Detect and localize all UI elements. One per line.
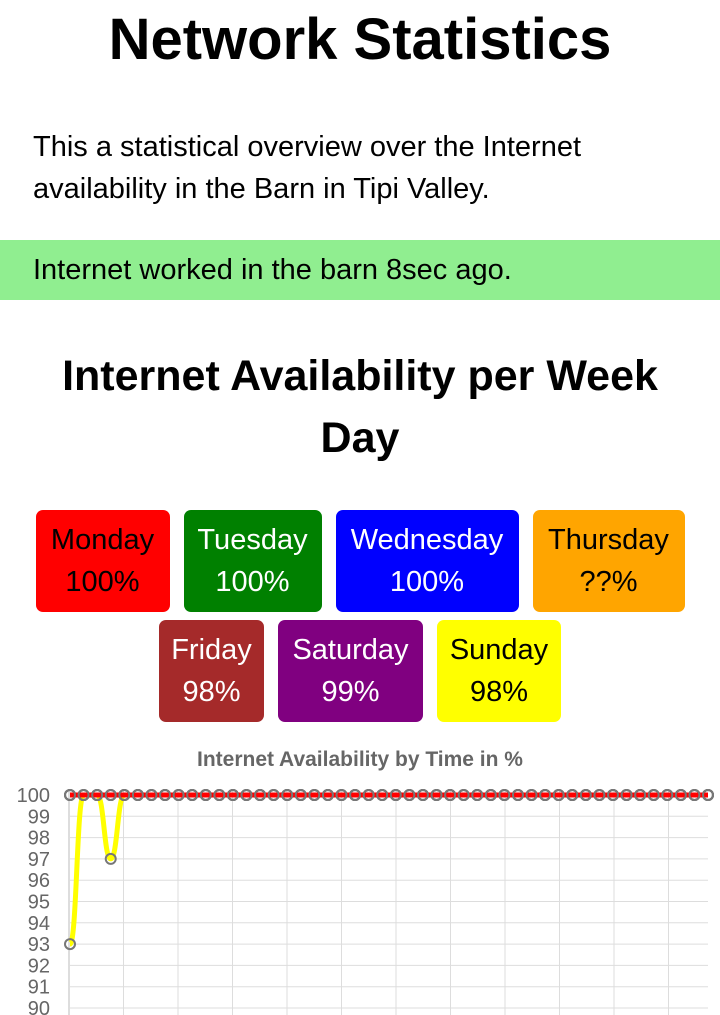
data-point: [498, 789, 511, 801]
data-point: [552, 789, 565, 801]
availability-chart-svg: Internet Availability by Time in %100999…: [17, 748, 714, 1015]
data-point: [199, 789, 212, 801]
data-point: [118, 789, 131, 801]
data-point: [240, 789, 253, 801]
data-point: [511, 789, 524, 801]
data-point: [484, 789, 497, 801]
data-point: [593, 789, 606, 801]
y-tick-label: 90: [28, 998, 50, 1015]
day-name: Wednesday: [350, 524, 504, 556]
day-value: ??%: [579, 566, 638, 598]
y-tick-label: 95: [28, 892, 50, 914]
data-point: [335, 789, 348, 801]
y-tick-label: 94: [28, 913, 50, 935]
data-point: [579, 789, 592, 801]
intro-text: This a statistical overview over the Int…: [33, 131, 582, 205]
data-point: [254, 789, 267, 801]
data-point: [430, 789, 443, 801]
y-tick-label: 98: [28, 828, 50, 850]
data-point: [525, 789, 538, 801]
day-card-tuesday: Tuesday 100%: [183, 510, 322, 612]
series-line-0: [67, 792, 708, 947]
data-point: [104, 789, 117, 801]
data-point: [647, 789, 660, 801]
data-point: [702, 789, 714, 801]
y-tick-label: 97: [28, 849, 50, 871]
y-tick-label: 92: [28, 955, 50, 977]
data-point: [457, 789, 470, 801]
data-point: [64, 938, 76, 951]
weekday-row-1: Monday 100% Tuesday 100% Wednesday 100% …: [0, 510, 720, 612]
data-point: [186, 789, 199, 801]
day-name: Saturday: [292, 634, 409, 666]
data-point: [606, 789, 619, 801]
data-point: [64, 789, 76, 801]
day-card-sunday: Sunday 98%: [437, 620, 561, 722]
y-tick-label: 96: [28, 870, 50, 892]
day-name: Monday: [50, 524, 155, 556]
data-point: [362, 789, 375, 801]
data-point: [389, 789, 402, 801]
data-point: [159, 789, 172, 801]
data-point: [267, 789, 280, 801]
status-banner: Internet worked in the barn 8sec ago.: [0, 240, 720, 300]
y-tick-label: 91: [28, 977, 50, 999]
day-value: 100%: [65, 566, 140, 598]
section-title: Internet Availability per Week Day: [62, 352, 658, 462]
data-point: [294, 789, 307, 801]
page-title: Network Statistics: [108, 7, 612, 72]
data-point: [349, 789, 362, 801]
data-point: [281, 789, 294, 801]
data-point: [131, 789, 144, 801]
day-card-saturday: Saturday 99%: [278, 620, 423, 722]
data-point: [634, 789, 647, 801]
data-point: [688, 789, 701, 801]
data-point: [226, 789, 239, 801]
y-tick-label: 99: [28, 806, 50, 828]
data-point: [308, 789, 321, 801]
day-value: 100%: [215, 566, 290, 598]
data-point: [674, 789, 687, 801]
day-value: 98%: [469, 676, 529, 708]
day-name: Tuesday: [197, 524, 308, 556]
data-point: [321, 789, 334, 801]
day-name: Friday: [171, 634, 252, 666]
data-point: [145, 789, 158, 801]
data-point: [104, 852, 117, 865]
data-point: [471, 789, 484, 801]
data-point: [77, 789, 90, 801]
day-card-monday: Monday 100%: [35, 510, 170, 612]
day-name: Thursday: [548, 524, 669, 556]
data-point: [566, 789, 579, 801]
day-name: Sunday: [449, 634, 549, 666]
data-point: [661, 789, 674, 801]
data-point: [213, 789, 226, 801]
y-tick-label: 100: [17, 785, 50, 807]
data-point: [403, 789, 416, 801]
day-card-wednesday: Wednesday 100%: [335, 510, 519, 612]
status-text: Internet worked in the barn 8sec ago.: [33, 254, 512, 286]
day-card-thursday: Thursday ??%: [532, 510, 685, 612]
day-value: 100%: [389, 566, 465, 598]
data-point: [91, 789, 104, 801]
data-point: [539, 789, 552, 801]
availability-chart: Internet Availability by Time in % 100 99 9…: [0, 738, 720, 1015]
day-value: 99%: [321, 676, 380, 708]
day-card-friday: Friday 98%: [159, 620, 264, 722]
weekday-row-2: Friday 98% Saturday 99% Sunday 98%: [0, 620, 720, 722]
data-point: [416, 789, 429, 801]
chart-title: Internet Availability by Time in %: [197, 748, 523, 771]
day-value: 98%: [182, 676, 241, 708]
data-point: [444, 789, 457, 801]
data-point: [376, 789, 389, 801]
y-tick-label: 93: [28, 934, 50, 956]
data-point: [620, 789, 633, 801]
data-point: [172, 789, 185, 801]
